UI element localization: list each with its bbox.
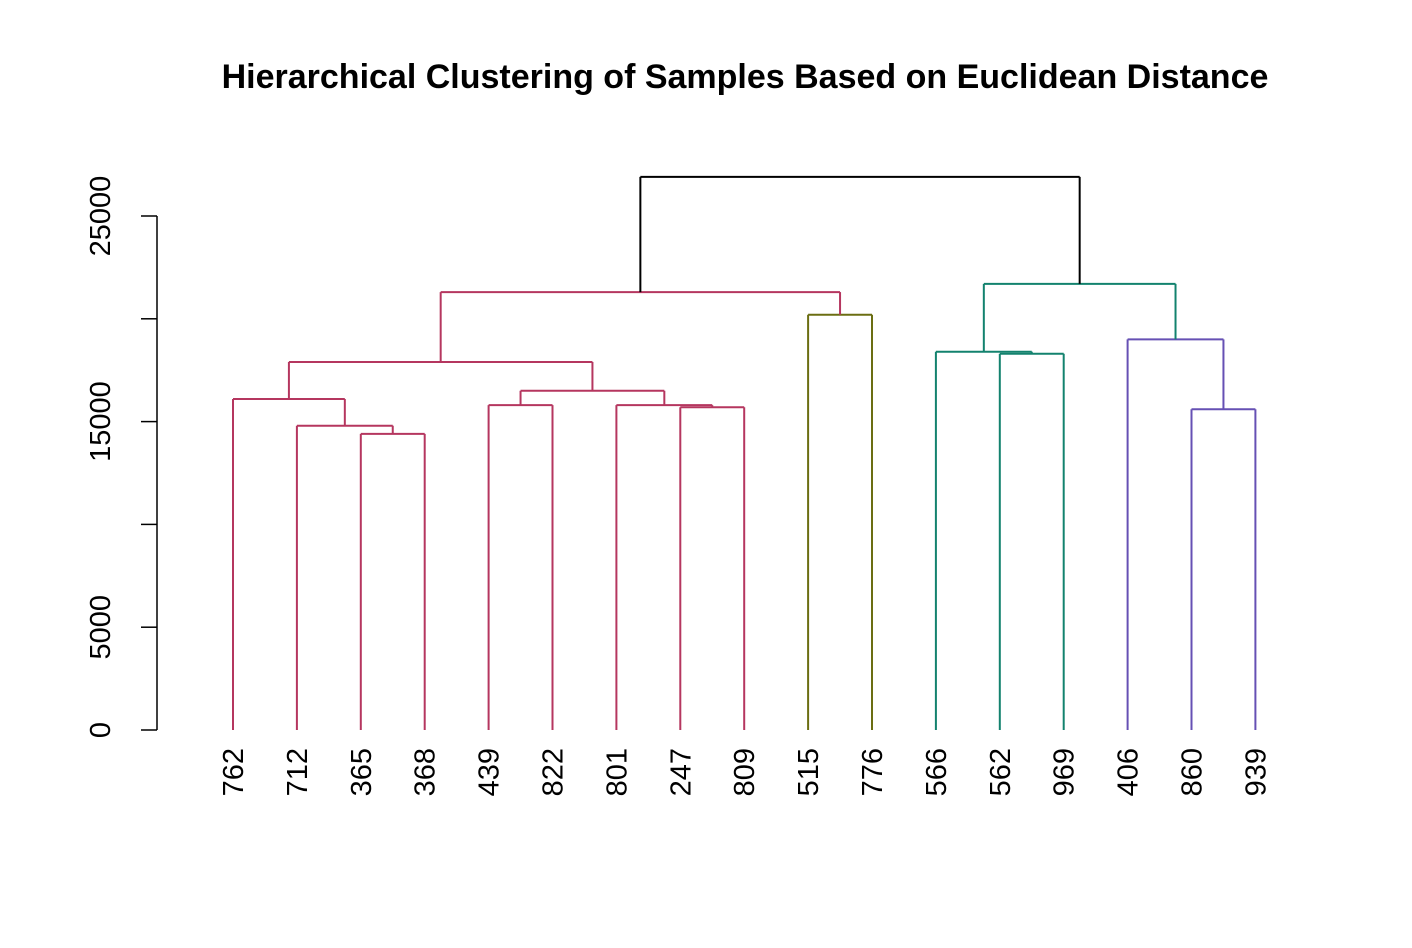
leaf-label: 776 bbox=[857, 748, 889, 796]
leaf-label: 247 bbox=[665, 748, 697, 796]
leaf-label: 439 bbox=[474, 748, 506, 796]
leaf-label: 712 bbox=[282, 748, 314, 796]
leaf-label: 762 bbox=[218, 748, 250, 796]
leaf-label: 969 bbox=[1049, 748, 1081, 796]
leaf-label: 515 bbox=[793, 748, 825, 796]
leaf-label: 562 bbox=[985, 748, 1017, 796]
leaf-label: 368 bbox=[410, 748, 442, 796]
dendrogram-tree bbox=[232, 175, 1257, 730]
leaf-label: 809 bbox=[729, 748, 761, 796]
leaf-labels: 762 712 365 368 439 822 801 247 809 515 776 566 562 9… bbox=[218, 748, 1272, 796]
y-axis: 0 5000 15000 25000 bbox=[85, 176, 158, 738]
leaf-label: 801 bbox=[601, 748, 633, 796]
leaf-label: 939 bbox=[1240, 748, 1272, 796]
y-tick-label: 5000 bbox=[85, 595, 117, 660]
y-tick-label: 25000 bbox=[85, 176, 117, 257]
leaf-label: 822 bbox=[538, 748, 570, 796]
leaf-label: 566 bbox=[921, 748, 953, 796]
leaf-label: 365 bbox=[346, 748, 378, 796]
leaf-label: 860 bbox=[1177, 748, 1209, 796]
y-tick-label: 0 bbox=[85, 722, 117, 738]
chart-title: Hierarchical Clustering of Samples Based… bbox=[221, 58, 1269, 96]
y-tick-label: 15000 bbox=[85, 381, 117, 462]
leaf-label: 406 bbox=[1113, 748, 1145, 796]
